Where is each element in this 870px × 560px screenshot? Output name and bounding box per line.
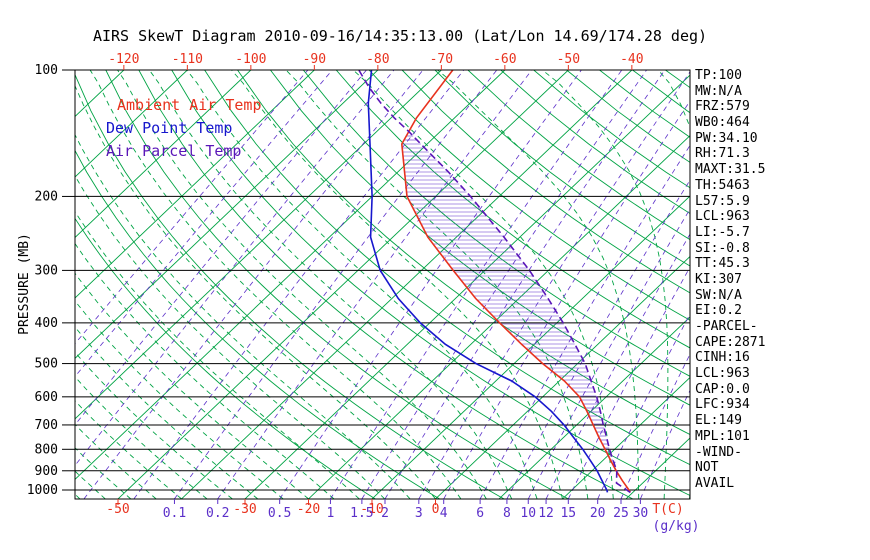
- svg-text:-70: -70: [430, 52, 453, 67]
- stat-line: SW:N/A: [695, 287, 742, 303]
- stat-line: MW:N/A: [695, 83, 742, 99]
- stat-line: CAPE:2871: [695, 334, 766, 350]
- chart-title: AIRS SkewT Diagram 2010-09-16/14:35:13.0…: [92, 27, 708, 45]
- parcel-curve: [358, 70, 631, 494]
- svg-text:30: 30: [633, 506, 649, 521]
- svg-text:-120: -120: [108, 52, 139, 67]
- svg-text:-80: -80: [366, 52, 389, 67]
- svg-text:-30: -30: [233, 502, 256, 517]
- stat-line: WB0:464: [695, 115, 750, 131]
- stat-line: LFC:934: [695, 397, 750, 413]
- stat-line: FRZ:579: [695, 99, 750, 115]
- svg-text:-40: -40: [620, 52, 643, 67]
- legend-ambient-air-temp: Ambient Air Temp: [117, 96, 262, 114]
- svg-text:-100: -100: [235, 52, 266, 67]
- stat-line: MAXT:31.5: [695, 162, 766, 178]
- svg-text:800: 800: [35, 442, 58, 457]
- plot-frame: [74, 69, 691, 500]
- svg-text:-50: -50: [106, 502, 129, 517]
- svg-text:-50: -50: [557, 52, 580, 67]
- svg-text:3: 3: [415, 506, 423, 521]
- svg-text:600: 600: [35, 390, 58, 405]
- svg-text:20: 20: [590, 506, 606, 521]
- stat-line: CINH:16: [695, 350, 750, 366]
- svg-text:200: 200: [35, 189, 58, 204]
- svg-text:6: 6: [476, 506, 484, 521]
- stat-line: CAP:0.0: [695, 381, 750, 397]
- svg-text:300: 300: [35, 263, 58, 278]
- mixing-ratio-labels: 0.1 0.2 0.5 1 1.5 2 3 4 6 8 10 12 15 20 25 30 (g/kg): [163, 499, 700, 534]
- bottom-axis-labels: -50 -30 -20 -10 0 T(C): [106, 499, 684, 517]
- svg-text:8: 8: [503, 506, 511, 521]
- stat-line: -WIND-: [695, 444, 742, 460]
- isotherm-grid: [75, 70, 690, 499]
- stat-line: SI:-0.8: [695, 240, 750, 256]
- svg-text:PRESSURE (MB): PRESSURE (MB): [17, 233, 32, 335]
- svg-text:25: 25: [613, 506, 629, 521]
- top-axis-labels: -120 -110 -100 -90 -80 -70 -60 -50 -40: [108, 52, 644, 70]
- stat-line: TH:5463: [695, 177, 750, 193]
- stat-line: TT:45.3: [695, 256, 750, 272]
- svg-text:-10: -10: [360, 502, 383, 517]
- svg-text:10: 10: [520, 506, 536, 521]
- svg-text:400: 400: [35, 316, 58, 331]
- legend-dew-point-temp: Dew Point Temp: [106, 119, 233, 137]
- stat-line: AVAIL: [695, 475, 735, 491]
- stat-line: EI:0.2: [695, 303, 742, 319]
- svg-text:500: 500: [35, 357, 58, 372]
- svg-text:2: 2: [381, 506, 389, 521]
- svg-text:1.5: 1.5: [350, 506, 373, 521]
- svg-text:-110: -110: [172, 52, 203, 67]
- svg-text:0: 0: [432, 502, 440, 517]
- dry-adiabats: [75, 70, 690, 499]
- mixing-ratio-lines: [75, 70, 690, 499]
- stat-line: -PARCEL-: [695, 319, 758, 334]
- stats-panel: TP:100 MW:N/A FRZ:579 WB0:464 PW:34.10 RH:71.…: [695, 68, 765, 492]
- stat-line: LCL:963: [695, 366, 750, 382]
- pressure-axis-labels: 100 200 300 400 500 600 700 800 900 1000: [27, 63, 58, 498]
- svg-text:100: 100: [35, 63, 58, 78]
- svg-text:0.5: 0.5: [268, 506, 291, 521]
- stat-line: MPL:101: [695, 428, 750, 444]
- svg-text:1: 1: [327, 506, 335, 521]
- svg-text:4: 4: [440, 506, 448, 521]
- stat-line: RH:71.3: [695, 146, 750, 162]
- stat-line: L57:5.9: [695, 193, 750, 209]
- stat-line: EL:149: [695, 413, 742, 429]
- stat-line: KI:307: [695, 271, 742, 287]
- svg-text:12: 12: [538, 506, 554, 521]
- stat-line: NOT: [695, 460, 719, 476]
- moist-adiabats: [75, 70, 690, 499]
- stat-line: LCL:963: [695, 209, 750, 225]
- pressure-gridlines: [62, 69, 690, 491]
- svg-text:1000: 1000: [27, 483, 58, 498]
- temp-curve: [400, 70, 632, 493]
- svg-text:-60: -60: [493, 52, 516, 67]
- svg-text:15: 15: [560, 506, 576, 521]
- legend-air-parcel-temp: Air Parcel Temp: [106, 142, 242, 160]
- pressure-axis-title: PRESSURE (MB): [17, 233, 32, 335]
- stat-line: TP:100: [695, 68, 742, 83]
- svg-text:T(C): T(C): [652, 502, 683, 517]
- svg-text:0.1: 0.1: [163, 506, 186, 521]
- svg-text:0.2: 0.2: [206, 506, 229, 521]
- svg-text:(g/kg): (g/kg): [653, 519, 700, 534]
- stat-line: LI:-5.7: [695, 224, 750, 240]
- svg-text:700: 700: [35, 418, 58, 433]
- svg-text:900: 900: [35, 464, 58, 479]
- stat-line: PW:34.10: [695, 130, 758, 146]
- dewpoint-curve: [367, 70, 609, 493]
- svg-text:-20: -20: [297, 502, 320, 517]
- svg-text:-90: -90: [303, 52, 326, 67]
